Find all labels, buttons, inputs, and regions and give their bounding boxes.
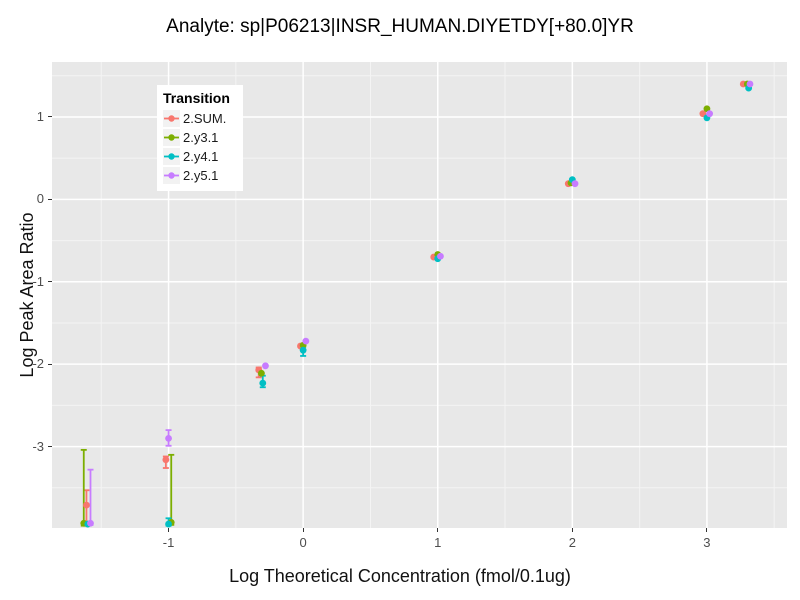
data-point [571, 180, 579, 188]
y-tick-mark [48, 116, 52, 118]
legend-item: 2.y4.1 [163, 147, 239, 166]
x-tick-label: 2 [568, 535, 576, 550]
legend-key-marker-icon [163, 167, 180, 184]
data-point [165, 520, 172, 528]
y-axis-title: Log Peak Area Ratio [17, 212, 37, 378]
x-axis-title: Log Theoretical Concentration (fmol/0.1u… [229, 566, 571, 586]
legend-title: Transition [163, 90, 230, 106]
y-tick-label: 1 [36, 108, 44, 124]
legend-item-label: 2.y5.1 [183, 168, 219, 183]
x-tick-mark [168, 528, 170, 532]
legend-items: 2.SUM. 2.y3.1 2.y4.1 2.y5.1 [163, 109, 239, 185]
x-tick-mark [706, 528, 708, 532]
legend-key-marker-icon [163, 129, 180, 146]
plot-title: Analyte: sp|P06213|INSR_HUMAN.DIYETDY[+8… [166, 16, 634, 37]
data-point [87, 519, 94, 527]
legend-item-label: 2.y3.1 [183, 130, 219, 145]
y-tick-mark [48, 198, 52, 200]
x-tick-label: 1 [434, 535, 442, 550]
x-tick-mark [437, 528, 439, 532]
y-tick-label: -3 [32, 438, 44, 454]
data-point [165, 434, 172, 442]
x-tick-label: 3 [703, 535, 711, 550]
data-point [746, 80, 754, 88]
x-tick-label: 0 [299, 535, 307, 550]
y-tick-label: 0 [36, 191, 44, 207]
data-point [162, 456, 170, 464]
data-point [299, 346, 307, 354]
data-point [706, 110, 714, 118]
data-point [302, 337, 310, 345]
x-tick-mark [571, 528, 573, 532]
y-tick-label: -1 [32, 273, 44, 289]
legend-key-marker-icon [163, 148, 180, 165]
legend-item: 2.SUM. [163, 109, 239, 128]
legend-item-label: 2.SUM. [183, 111, 227, 126]
legend-item: 2.y5.1 [163, 166, 239, 185]
data-point [262, 362, 269, 370]
legend-item-label: 2.y4.1 [183, 149, 219, 164]
x-tick-mark [302, 528, 304, 532]
data-point [83, 501, 90, 509]
x-tick-label: -1 [162, 535, 175, 550]
legend-item: 2.y3.1 [163, 128, 239, 147]
legend: Transition 2.SUM. 2.y3.1 2.y4.1 2.y5.1 [157, 85, 243, 191]
legend-key-marker-icon [163, 110, 180, 127]
y-tick-mark [48, 281, 52, 283]
data-point [258, 369, 265, 377]
y-tick-mark [48, 446, 52, 448]
plot-canvas [52, 62, 787, 528]
y-tick-mark [48, 363, 52, 365]
y-tick-label: -2 [32, 356, 44, 372]
data-point [259, 379, 267, 387]
data-point [437, 252, 444, 260]
